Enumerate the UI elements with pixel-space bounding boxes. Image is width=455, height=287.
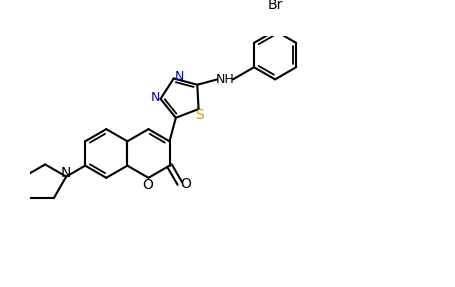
- Text: N: N: [174, 70, 183, 83]
- Text: O: O: [180, 177, 191, 191]
- Text: NH: NH: [215, 73, 234, 86]
- Text: S: S: [195, 108, 203, 122]
- Text: Br: Br: [267, 0, 282, 12]
- Text: O: O: [142, 178, 153, 192]
- Text: N: N: [61, 166, 71, 180]
- Text: N: N: [150, 91, 160, 104]
